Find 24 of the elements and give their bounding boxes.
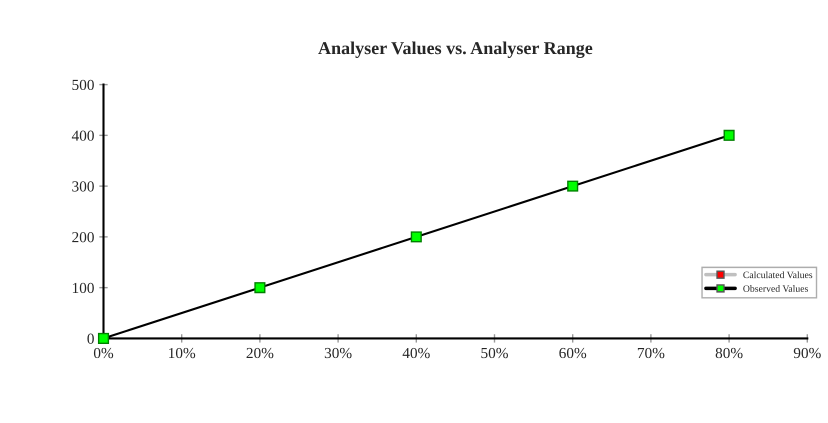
y-tick-label: 0 — [87, 334, 94, 344]
x-tick-label: 60% — [559, 348, 586, 358]
x-tick-label: 90% — [794, 348, 821, 358]
y-tick-label: 500 — [72, 80, 94, 90]
point — [410, 231, 422, 242]
x-tick-label: 30% — [324, 348, 352, 358]
legend-label: Calculated Values — [743, 271, 812, 278]
x-tick-label: 50% — [481, 348, 508, 358]
x-tick-label: 10% — [169, 348, 196, 358]
x-tick-label: 20% — [246, 348, 274, 358]
chart-title: Analyser Values vs. Analyser Range — [318, 42, 592, 58]
y-tick-label: 300 — [72, 181, 94, 192]
point — [567, 180, 578, 192]
x-tick-label: 0% — [94, 348, 114, 358]
y-tick-label: 200 — [72, 232, 94, 242]
point — [254, 282, 266, 294]
y-tick-label: 400 — [72, 130, 94, 141]
legend-label: Observed Values — [743, 285, 808, 292]
x-tick-label: 70% — [638, 348, 664, 358]
point — [98, 332, 110, 344]
y-tick-label: 100 — [72, 282, 94, 294]
x-tick-label: 40% — [402, 348, 430, 358]
point — [724, 130, 735, 141]
x-tick-label: 80% — [716, 348, 743, 358]
